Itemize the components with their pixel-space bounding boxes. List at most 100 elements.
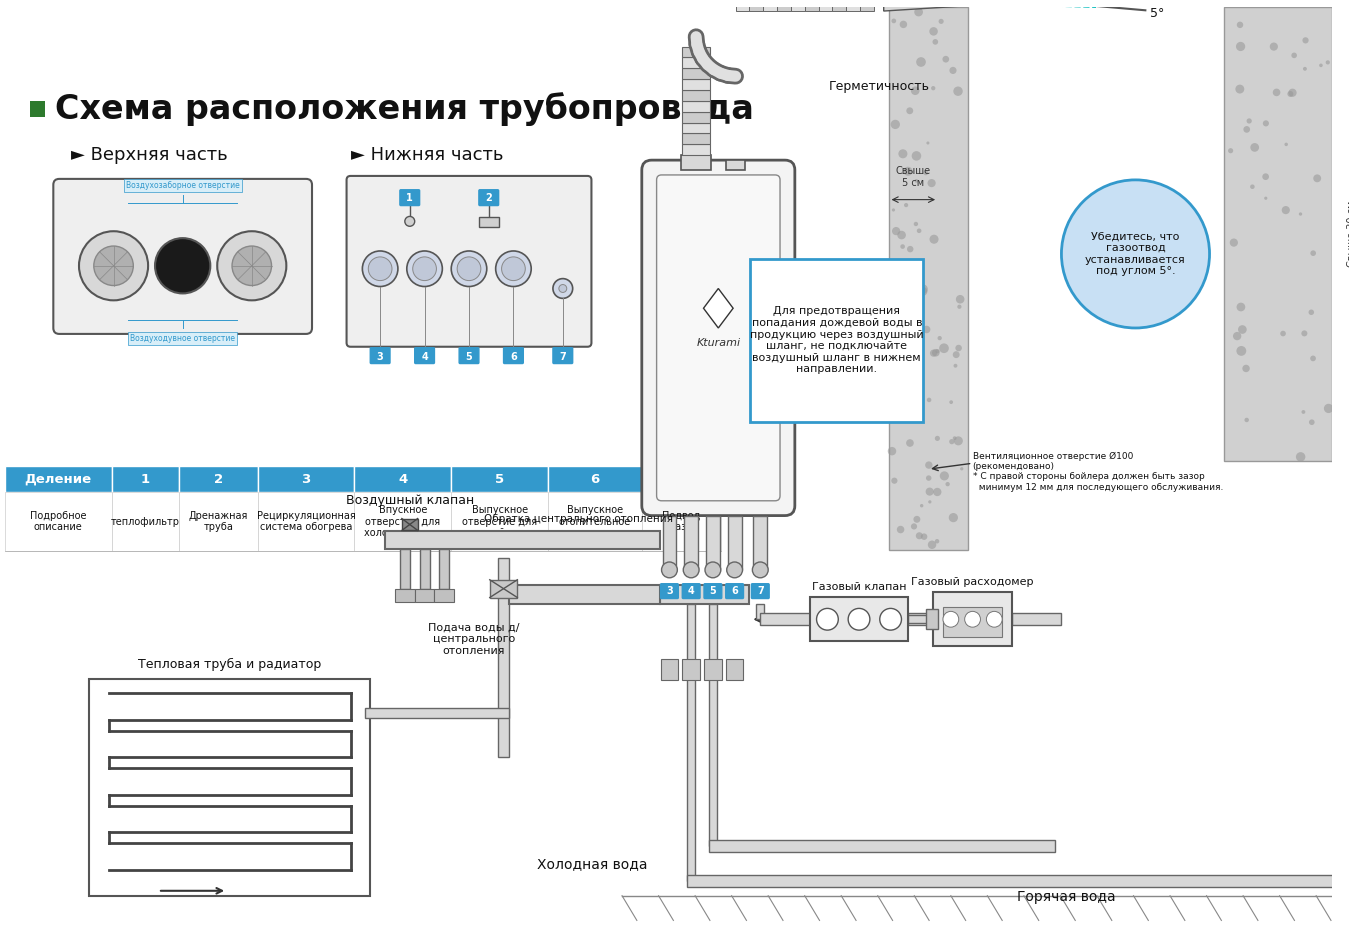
Text: Тепловая труба и радиатор: Тепловая труба и радиатор — [138, 658, 321, 671]
Text: Холодная вода: Холодная вода — [537, 857, 648, 871]
Circle shape — [880, 609, 901, 630]
Circle shape — [943, 612, 959, 627]
Text: Свыше
5 см: Свыше 5 см — [896, 167, 931, 188]
Circle shape — [1242, 365, 1249, 373]
Circle shape — [946, 482, 950, 486]
Circle shape — [1236, 41, 1245, 51]
Text: 3: 3 — [301, 472, 310, 486]
Circle shape — [1263, 173, 1269, 180]
Circle shape — [1228, 148, 1233, 153]
Bar — [726, 659, 743, 680]
Circle shape — [894, 361, 902, 369]
Circle shape — [902, 308, 912, 317]
Circle shape — [925, 461, 932, 469]
Bar — [943, 607, 1002, 636]
Circle shape — [1282, 206, 1290, 215]
Circle shape — [939, 19, 944, 24]
Circle shape — [1237, 303, 1245, 311]
Circle shape — [1302, 330, 1307, 336]
Text: 5: 5 — [465, 352, 472, 361]
Text: Выпускное
отопительное
отверстие: Выпускное отопительное отверстие — [558, 505, 631, 538]
Circle shape — [727, 562, 742, 578]
Bar — [683, 101, 710, 112]
Bar — [178, 492, 258, 551]
Circle shape — [921, 534, 927, 540]
Bar — [479, 217, 499, 228]
Circle shape — [1238, 326, 1246, 334]
Circle shape — [892, 227, 900, 235]
Bar — [761, 614, 809, 625]
Circle shape — [1296, 452, 1306, 462]
Circle shape — [1323, 404, 1333, 413]
Bar — [704, 659, 722, 680]
Bar — [661, 659, 679, 680]
Circle shape — [958, 305, 962, 309]
Circle shape — [1244, 126, 1251, 133]
Circle shape — [457, 257, 480, 280]
Bar — [30, 101, 46, 117]
Text: 7: 7 — [757, 586, 764, 596]
Circle shape — [913, 222, 919, 226]
Circle shape — [1310, 250, 1317, 256]
Circle shape — [950, 67, 956, 74]
Text: Для предотвращения
попадания дождевой воды в
продукцию через воздушный
шланг, не: Для предотвращения попадания дождевой во… — [750, 307, 924, 375]
Bar — [355, 466, 451, 492]
Circle shape — [955, 344, 962, 351]
Circle shape — [849, 609, 870, 630]
Bar — [384, 532, 660, 550]
FancyBboxPatch shape — [726, 583, 743, 598]
Text: Дренажная
труба: Дренажная труба — [189, 511, 248, 533]
Circle shape — [927, 398, 931, 402]
Text: 4: 4 — [421, 352, 428, 361]
Bar — [764, 0, 777, 11]
Circle shape — [405, 216, 414, 226]
Circle shape — [954, 437, 963, 445]
FancyBboxPatch shape — [657, 175, 780, 501]
Circle shape — [893, 325, 897, 329]
Circle shape — [935, 539, 939, 544]
Circle shape — [960, 467, 963, 470]
Circle shape — [1251, 143, 1259, 152]
Bar — [683, 79, 710, 90]
Circle shape — [892, 19, 896, 24]
Circle shape — [907, 246, 913, 252]
Circle shape — [502, 257, 525, 280]
Circle shape — [816, 609, 838, 630]
Circle shape — [901, 338, 905, 341]
Circle shape — [913, 324, 920, 331]
Bar — [934, 592, 1012, 646]
Circle shape — [413, 257, 437, 280]
Circle shape — [925, 487, 934, 496]
Bar — [687, 604, 695, 881]
Bar — [662, 516, 676, 570]
Bar — [683, 47, 710, 57]
Bar — [683, 112, 710, 122]
Circle shape — [1326, 60, 1330, 65]
Bar — [420, 550, 429, 589]
Bar — [178, 466, 258, 492]
Circle shape — [898, 150, 908, 158]
Circle shape — [928, 540, 936, 549]
Circle shape — [904, 167, 912, 176]
Bar — [908, 615, 934, 623]
Circle shape — [929, 27, 938, 36]
Text: 3: 3 — [666, 586, 673, 596]
Circle shape — [1246, 119, 1252, 123]
FancyBboxPatch shape — [661, 583, 679, 598]
Circle shape — [1272, 88, 1280, 96]
Text: Газовый клапан: Газовый клапан — [812, 582, 907, 592]
Bar — [258, 466, 355, 492]
Circle shape — [954, 364, 958, 368]
Text: Подача воды д/
центрального
отопления: Подача воды д/ центрального отопления — [428, 622, 519, 656]
Bar — [402, 518, 418, 531]
Text: Kturami: Kturami — [696, 338, 741, 348]
Text: Воздуходувное отверстие: Воздуходувное отверстие — [130, 334, 235, 343]
Circle shape — [897, 231, 907, 239]
Circle shape — [920, 504, 924, 507]
Bar — [683, 134, 710, 144]
Bar — [861, 0, 874, 11]
Text: теплофильтр: теплофильтр — [111, 517, 179, 527]
Polygon shape — [884, 0, 978, 11]
Circle shape — [495, 251, 532, 286]
Circle shape — [904, 203, 908, 207]
